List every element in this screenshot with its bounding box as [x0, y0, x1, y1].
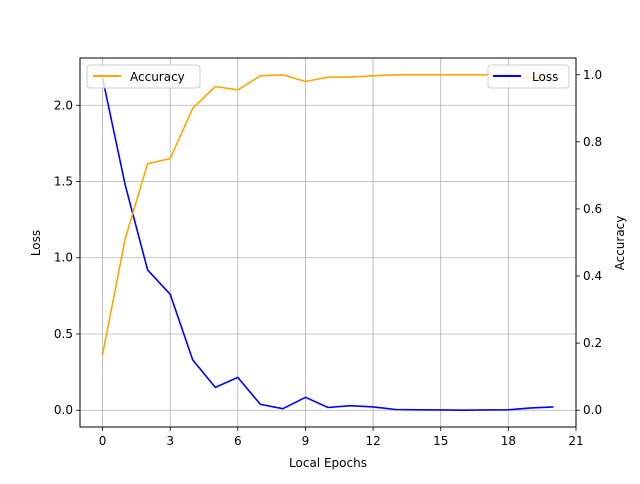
y-axis-right: 0.0 0.2 0.4 0.6 0.8 1.0 [576, 68, 602, 417]
legend-accuracy-label: Accuracy [130, 70, 185, 84]
legend-accuracy: Accuracy [86, 64, 201, 89]
x-tick-label: 0 [99, 434, 107, 448]
y-right-tick-label: 0.4 [583, 269, 602, 283]
plot-frame [79, 57, 577, 428]
legend-accuracy-box [86, 64, 201, 89]
x-axis-label: Local Epochs [289, 456, 367, 470]
x-axis: 0 3 6 9 12 15 18 21 [99, 427, 584, 448]
plot-lines [101, 74, 554, 412]
x-tick-label: 21 [568, 434, 583, 448]
x-tick-label: 12 [365, 434, 380, 448]
y-right-tick-label: 0.8 [583, 135, 602, 149]
y-axis-left: 0.0 0.5 1.0 1.5 2.0 [54, 98, 80, 417]
y-right-tick-label: 1.0 [583, 68, 602, 82]
legend-loss-label: Loss [532, 70, 558, 84]
y-left-tick-label: 0.5 [54, 327, 73, 341]
y-left-tick-label: 1.0 [54, 251, 73, 265]
grid-lines [80, 58, 577, 427]
y-right-tick-label: 0.6 [583, 202, 602, 216]
x-tick-label: 3 [166, 434, 174, 448]
y-left-tick-label: 2.0 [54, 98, 73, 112]
y-right-tick-label: 0.0 [583, 403, 602, 417]
x-tick-label: 9 [302, 434, 310, 448]
y-right-tick-label: 0.2 [583, 336, 602, 350]
x-tick-label: 18 [501, 434, 516, 448]
x-tick-label: 15 [433, 434, 448, 448]
legend-loss-box [487, 64, 570, 89]
legend-loss: Loss [487, 64, 570, 89]
series-line-accuracy [101, 74, 554, 356]
series-line-loss [101, 77, 554, 412]
y-left-tick-label: 0.0 [54, 403, 73, 417]
y-axis-label-left: Loss [29, 230, 43, 256]
y-axis-label-right: Accuracy [613, 216, 627, 271]
x-tick-label: 6 [234, 434, 242, 448]
y-left-tick-label: 1.5 [54, 175, 73, 189]
